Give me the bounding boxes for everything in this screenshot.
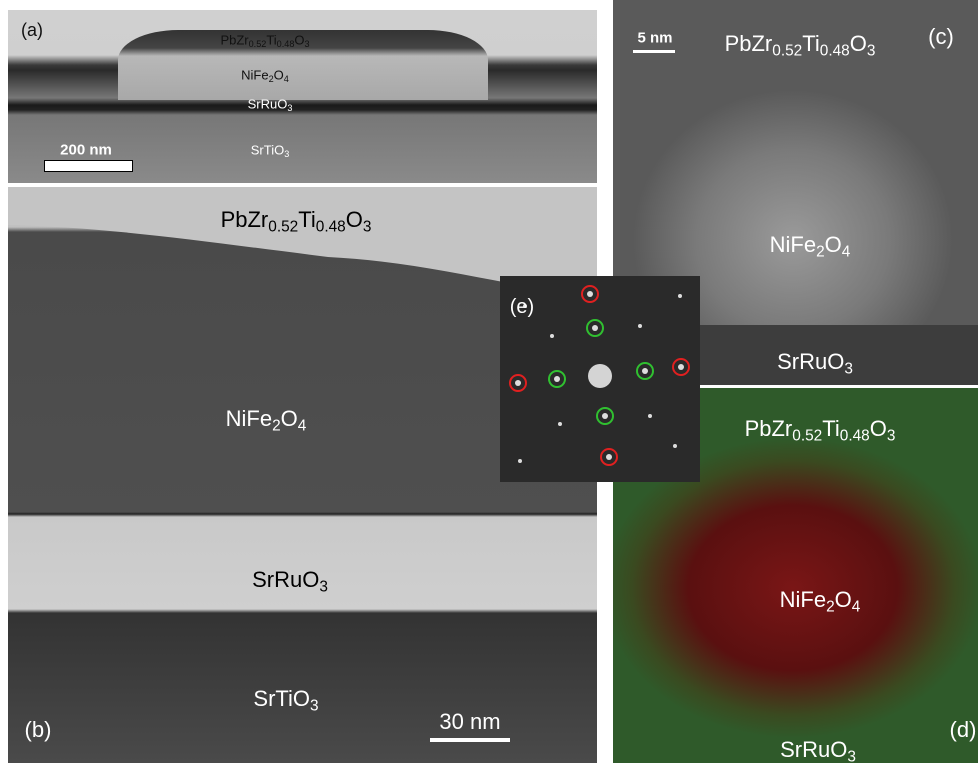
layer-label: NiFe2O4 <box>241 69 289 82</box>
formula-subscript: 3 <box>867 43 876 60</box>
formula-subscript: 2 <box>816 244 825 261</box>
formula-text: O <box>825 232 842 257</box>
layer-label: NiFe2O4 <box>770 234 851 256</box>
formula-subscript: 0.52 <box>792 428 822 445</box>
layer-label: SrTiO3 <box>251 144 290 157</box>
panel-label: (a) <box>21 21 43 39</box>
layer-label: PbZr0.52Ti0.48O3 <box>725 33 876 55</box>
layer-label: PbZr0.52Ti0.48O3 <box>220 34 309 47</box>
formula-subscript: 0.52 <box>268 219 298 236</box>
panel-label: (b) <box>25 719 52 741</box>
formula-text: PbZr <box>745 416 793 441</box>
layer-label: SrRuO3 <box>777 351 853 373</box>
panel-label: (d) <box>950 719 977 741</box>
scale-bar <box>44 160 133 172</box>
formula-text: SrRuO <box>777 349 844 374</box>
formula-text: NiFe <box>226 406 272 431</box>
panel-a: (a) PbZr0.52Ti0.48O3 NiFe2O4 SrRuO3 SrTi… <box>8 10 597 183</box>
formula-subscript: 2 <box>826 599 835 616</box>
formula-text: Ti <box>802 31 820 56</box>
formula-text: Ti <box>298 207 316 232</box>
layer-label: PbZr0.52Ti0.48O3 <box>221 209 372 231</box>
formula-subscript: 0.48 <box>840 428 870 445</box>
scale-bar <box>633 50 675 53</box>
layer-label: NiFe2O4 <box>780 589 861 611</box>
formula-text: PbZr <box>221 207 269 232</box>
formula-subscript: 4 <box>284 74 289 84</box>
formula-subscript: 0.52 <box>772 43 802 60</box>
figure: (a) PbZr0.52Ti0.48O3 NiFe2O4 SrRuO3 SrTi… <box>0 0 978 763</box>
layer-label: SrTiO3 <box>253 688 318 710</box>
formula-text: Ti <box>266 33 276 48</box>
formula-subscript: 0.48 <box>277 39 295 49</box>
formula-subscript: 0.52 <box>249 39 267 49</box>
layer-label: SrRuO3 <box>248 98 293 111</box>
formula-subscript: 3 <box>284 149 289 159</box>
formula-subscript: 4 <box>842 244 851 261</box>
formula-subscript: 3 <box>310 698 319 715</box>
formula-text: SrRuO <box>780 737 847 762</box>
formula-text: O <box>850 31 867 56</box>
layer-label: SrRuO3 <box>780 739 856 761</box>
formula-subscript: 4 <box>298 418 307 435</box>
formula-text: PbZr <box>220 33 248 48</box>
panel-e: (e) <box>500 276 700 482</box>
scale-bar <box>430 738 510 742</box>
formula-text: O <box>274 68 284 83</box>
formula-text: O <box>294 33 304 48</box>
formula-subscript: 3 <box>847 749 856 763</box>
formula-subscript: 3 <box>287 103 292 113</box>
formula-subscript: 3 <box>319 579 328 596</box>
layer-label: NiFe2O4 <box>226 408 307 430</box>
panel-label: (c) <box>928 26 954 48</box>
formula-subscript: 3 <box>305 39 310 49</box>
formula-subscript: 0.48 <box>820 43 850 60</box>
formula-subscript: 0.48 <box>316 219 346 236</box>
formula-subscript: 2 <box>272 418 281 435</box>
scale-bar-label: 30 nm <box>439 711 500 733</box>
formula-text: O <box>346 207 363 232</box>
formula-text: SrTiO <box>251 143 284 158</box>
formula-text: SrRuO <box>252 567 319 592</box>
panel-label: (e) <box>510 297 534 317</box>
formula-subscript: 3 <box>887 428 896 445</box>
formula-text: O <box>281 406 298 431</box>
formula-text: Ti <box>822 416 840 441</box>
formula-text: PbZr <box>725 31 773 56</box>
formula-subscript: 3 <box>844 361 853 378</box>
layer-label: PbZr0.52Ti0.48O3 <box>745 418 896 440</box>
layer-label: SrRuO3 <box>252 569 328 591</box>
formula-text: SrRuO <box>248 97 288 112</box>
scale-bar-label: 200 nm <box>60 143 112 158</box>
formula-text: O <box>835 587 852 612</box>
formula-subscript: 3 <box>363 219 372 236</box>
formula-text: NiFe <box>241 68 268 83</box>
formula-text: NiFe <box>780 587 826 612</box>
formula-text: SrTiO <box>253 686 310 711</box>
formula-text: NiFe <box>770 232 816 257</box>
formula-text: O <box>870 416 887 441</box>
scale-bar-label: 5 nm <box>637 31 672 46</box>
formula-subscript: 4 <box>852 599 861 616</box>
